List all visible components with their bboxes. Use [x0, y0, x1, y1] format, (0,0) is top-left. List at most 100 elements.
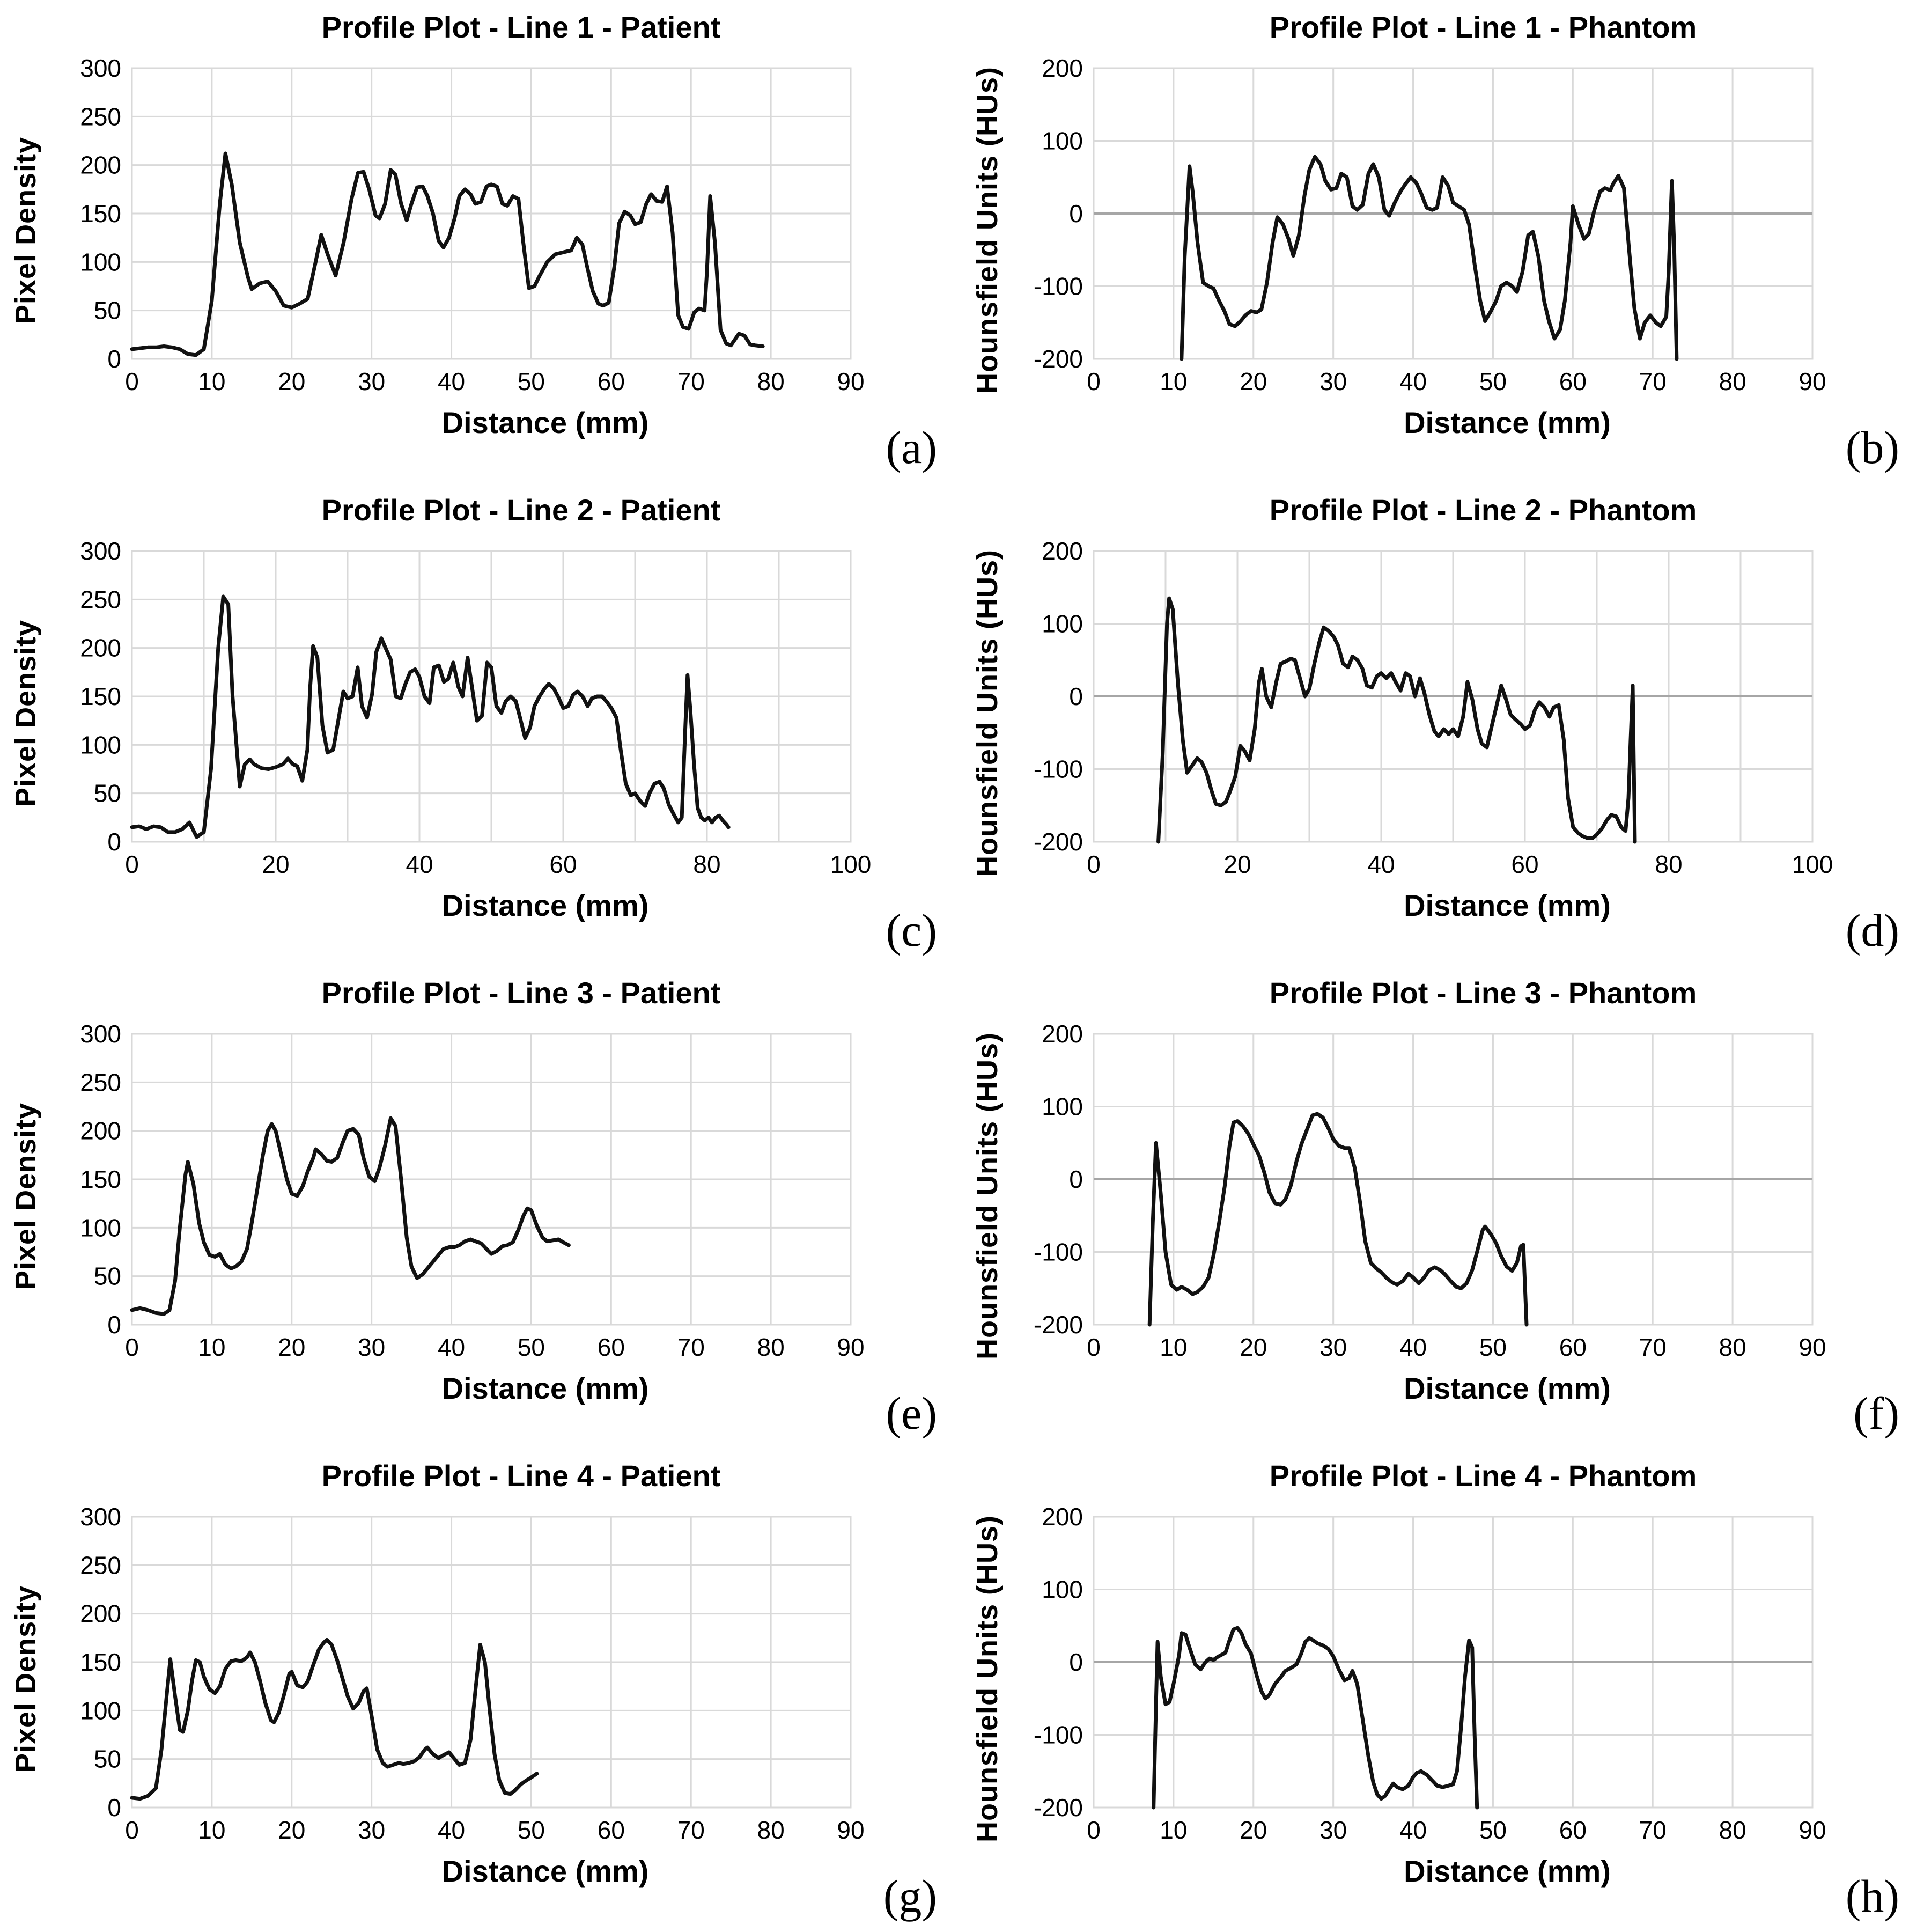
y-tick-label: 100 — [80, 1214, 121, 1242]
y-axis-label: Pixel Density — [10, 136, 42, 324]
x-tick-label: 10 — [198, 1816, 225, 1844]
y-tick-label: -200 — [1034, 828, 1083, 856]
x-tick-label: 50 — [518, 1333, 545, 1361]
x-tick-label: 80 — [757, 1333, 785, 1361]
y-axis-label: Pixel Density — [10, 1585, 42, 1773]
y-tick-label: 0 — [107, 345, 121, 373]
chart-title: Profile Plot - Line 1 - Phantom — [1269, 10, 1697, 44]
chart-title: Profile Plot - Line 3 - Patient — [321, 976, 721, 1010]
x-tick-label: 50 — [518, 368, 545, 395]
y-tick-label: 250 — [80, 585, 121, 613]
x-axis-label: Distance (mm) — [441, 1854, 649, 1888]
chart-title: Profile Plot - Line 4 - Phantom — [1269, 1459, 1697, 1493]
y-tick-label: 300 — [80, 1507, 121, 1531]
x-tick-label: 20 — [1223, 850, 1251, 878]
chart-title: Profile Plot - Line 2 - Phantom — [1269, 493, 1697, 527]
y-tick-label: 200 — [80, 151, 121, 179]
chart-panel-e: Profile Plot - Line 3 - Patient Pixel De… — [0, 966, 962, 1449]
x-axis-label: Distance (mm) — [441, 888, 649, 922]
x-tick-label: 70 — [1639, 368, 1667, 395]
chart-body: Pixel Density 0 50 100 150 200 250 300 0 10 20 30 4… — [0, 1024, 962, 1368]
chart-panel-b: Profile Plot - Line 1 - Phantom Hounsfie… — [962, 0, 1924, 483]
y-tick-label: 100 — [1042, 610, 1083, 638]
x-tick-label: 80 — [693, 850, 720, 878]
x-tick-label: 20 — [1240, 1333, 1267, 1361]
chart-body: Pixel Density 0 50 100 150 200 250 300 0 20 40 60 8… — [0, 541, 962, 885]
y-tick-label: 100 — [1042, 1576, 1083, 1604]
chart-panel-h: Profile Plot - Line 4 - Phantom Hounsfie… — [962, 1449, 1924, 1931]
x-axis-label: Distance (mm) — [1404, 1854, 1611, 1888]
x-tick-label: 10 — [1160, 1333, 1187, 1361]
y-tick-label: 0 — [107, 1311, 121, 1339]
x-tick-label: 40 — [1399, 368, 1427, 395]
panel-label: (a) — [886, 422, 937, 473]
x-tick-label: 50 — [518, 1816, 545, 1844]
x-tick-label: 40 — [438, 1816, 465, 1844]
x-tick-label: 80 — [757, 368, 785, 395]
y-tick-label: 200 — [80, 634, 121, 662]
x-axis-label: Distance (mm) — [1404, 406, 1611, 439]
y-tick-label: 100 — [1042, 1093, 1083, 1121]
y-tick-label: -200 — [1034, 345, 1083, 373]
panel-label: (d) — [1845, 905, 1899, 956]
y-tick-label: 200 — [1042, 541, 1083, 565]
y-tick-label: 100 — [80, 731, 121, 759]
y-tick-label: -100 — [1034, 1721, 1083, 1749]
panel-label: (g) — [883, 1870, 937, 1922]
x-tick-label: 80 — [1719, 1333, 1746, 1361]
x-tick-label: 20 — [278, 1816, 305, 1844]
panel-label: (b) — [1845, 422, 1899, 473]
x-tick-label: 0 — [1087, 850, 1101, 878]
x-tick-label: 90 — [1798, 368, 1826, 395]
chart-body: Hounsfield Units (HUs) -200 -100 0 100 200 0 1… — [962, 1024, 1924, 1368]
x-tick-label: 80 — [1719, 368, 1746, 395]
x-tick-label: 20 — [262, 850, 289, 878]
y-axis-label: Hounsfield Units (HUs) — [971, 549, 1004, 877]
x-tick-label: 10 — [1160, 368, 1187, 395]
x-tick-label: 0 — [125, 1333, 139, 1361]
x-axis-label: Distance (mm) — [441, 1371, 649, 1405]
plot-area: -200 -100 0 100 200 0 10 20 30 40 50 60 70 80 90 — [1034, 58, 1826, 395]
y-tick-label: -200 — [1034, 1794, 1083, 1821]
chart-panel-c: Profile Plot - Line 2 - Patient Pixel De… — [0, 483, 962, 966]
y-tick-label: 300 — [80, 58, 121, 82]
x-tick-label: 40 — [438, 1333, 465, 1361]
x-tick-label: 70 — [677, 1333, 705, 1361]
x-tick-label: 100 — [830, 850, 872, 878]
panel-label: (c) — [886, 905, 937, 956]
x-tick-label: 70 — [677, 1816, 705, 1844]
x-tick-label: 70 — [677, 368, 705, 395]
x-tick-label: 100 — [1792, 850, 1833, 878]
x-tick-label: 40 — [1399, 1816, 1427, 1844]
y-tick-label: 200 — [80, 1600, 121, 1628]
profile-line-series — [1156, 596, 1637, 844]
profile-line-series — [1180, 155, 1679, 361]
x-tick-label: 0 — [125, 368, 139, 395]
y-tick-label: -200 — [1034, 1311, 1083, 1339]
x-tick-label: 90 — [837, 368, 864, 395]
x-tick-label: 30 — [358, 1333, 385, 1361]
y-axis-label: Hounsfield Units (HUs) — [971, 1515, 1004, 1842]
x-tick-label: 40 — [406, 850, 433, 878]
panel-label: (h) — [1845, 1870, 1899, 1922]
profile-line-series — [130, 1116, 571, 1316]
x-tick-label: 70 — [1639, 1333, 1667, 1361]
x-tick-label: 60 — [1559, 1816, 1587, 1844]
y-tick-label: 150 — [80, 200, 121, 227]
x-tick-label: 60 — [598, 368, 625, 395]
plot-area: 0 50 100 150 200 250 300 0 10 20 30 40 50 60 70 80 90 — [80, 1507, 864, 1844]
x-tick-label: 70 — [1639, 1816, 1667, 1844]
profile-line-series — [130, 594, 731, 839]
x-tick-label: 80 — [757, 1816, 785, 1844]
chart-panel-g: Profile Plot - Line 4 - Patient Pixel De… — [0, 1449, 962, 1931]
chart-body: Hounsfield Units (HUs) -200 -100 0 100 200 0 1… — [962, 1507, 1924, 1850]
x-axis-label: Distance (mm) — [441, 406, 649, 439]
y-tick-label: 200 — [1042, 1507, 1083, 1531]
y-tick-label: -100 — [1034, 1238, 1083, 1266]
x-tick-label: 50 — [1479, 1816, 1507, 1844]
x-axis-label: Distance (mm) — [1404, 888, 1611, 922]
x-axis-label: Distance (mm) — [1404, 1371, 1611, 1405]
chart-body: Pixel Density 0 50 100 150 200 250 300 0 10 20 30 4… — [0, 1507, 962, 1850]
y-tick-label: 150 — [80, 1165, 121, 1193]
